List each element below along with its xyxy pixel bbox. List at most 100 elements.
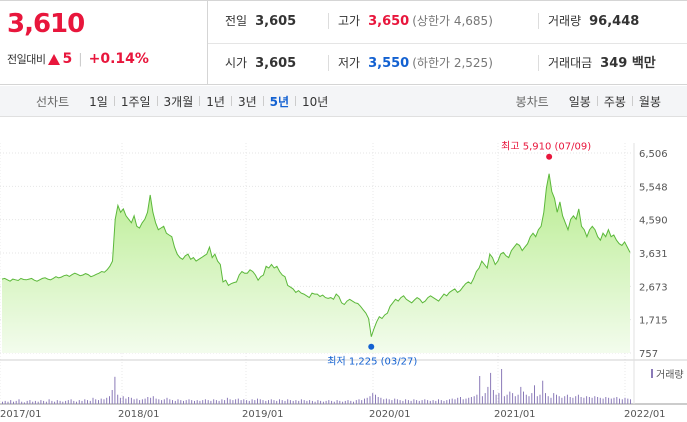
volume-bar	[531, 393, 533, 404]
volume-bar	[619, 398, 620, 404]
amount-label: 거래대금	[548, 56, 593, 70]
period-5y[interactable]: 5년	[269, 94, 290, 109]
volume-bar	[473, 396, 475, 404]
volume-bar	[405, 399, 407, 404]
divider	[230, 96, 232, 106]
volume-bar	[235, 399, 237, 404]
volume-bar	[443, 400, 445, 404]
volume-bar	[185, 400, 187, 404]
volume-bar	[194, 400, 195, 404]
chart-toolbar: 선차트 1일 1주일 3개월 1년 3년 5년 10년 봉차트 일봉 주봉 월봉	[0, 86, 687, 117]
volume-bar	[342, 401, 344, 404]
y-tick-label: 2,673	[639, 282, 668, 293]
period-1y[interactable]: 1년	[206, 94, 225, 109]
volume-bar	[512, 393, 514, 404]
volume-bar	[564, 396, 566, 404]
prev-close: 전일 3,605	[225, 1, 296, 43]
volume-bar	[177, 399, 179, 404]
volume-bar	[580, 397, 582, 404]
volume-bar	[95, 399, 97, 404]
prev-close-label: 전일	[225, 14, 248, 28]
volume-bar	[545, 393, 546, 404]
volume-bar	[226, 397, 228, 404]
candle-weekly[interactable]: 주봉	[603, 94, 626, 109]
max-price-label: 최고 5,910 (07/09)	[501, 141, 591, 153]
current-price: 3,610	[7, 9, 85, 39]
low-value: 3,550	[368, 56, 410, 71]
volume-bar	[158, 399, 160, 404]
period-1d[interactable]: 1일	[89, 94, 108, 109]
prev-close-value: 3,605	[255, 14, 297, 29]
volume-bar	[87, 400, 88, 404]
volume-value: 96,448	[589, 14, 640, 29]
candle-daily[interactable]: 일봉	[568, 94, 591, 109]
volume-bar	[81, 400, 83, 404]
change-row: 전일대비 5 | +0.14%	[7, 51, 149, 67]
volume-bar	[391, 400, 393, 404]
change-value: 5	[62, 51, 73, 67]
volume-bar	[73, 400, 75, 404]
volume-bar	[246, 400, 248, 404]
volume-bar	[369, 396, 371, 404]
volume-bar	[495, 394, 497, 404]
x-tick-label: 2017/01	[0, 409, 42, 420]
y-tick-label: 1,715	[639, 316, 668, 327]
period-3m[interactable]: 3개월	[163, 94, 194, 109]
volume-bar	[336, 400, 338, 404]
quote-row-1: 전일 3,605 고가 3,650 (상한가 4,685) 거래량 96,448	[208, 1, 687, 44]
y-tick-label: 5,548	[639, 182, 668, 193]
volume-bar	[350, 400, 352, 404]
divider	[156, 96, 158, 106]
y-tick-label: 3,631	[639, 249, 668, 260]
volume-bar	[133, 399, 135, 404]
x-tick-label: 2022/01	[624, 409, 666, 420]
volume-bar	[166, 397, 168, 404]
volume-bar	[45, 401, 47, 404]
volume-bar	[117, 394, 119, 404]
volume-bar	[394, 398, 396, 404]
volume-bar	[125, 398, 127, 404]
volume-bar	[196, 400, 198, 404]
period-3y[interactable]: 3년	[237, 94, 257, 109]
price-line	[1, 173, 631, 337]
volume-bar	[413, 399, 415, 404]
volume-bar	[550, 397, 552, 404]
volume-bar	[141, 399, 143, 404]
period-1w[interactable]: 1주일	[120, 94, 151, 109]
volume-bar	[18, 399, 20, 404]
volume-bar	[492, 390, 494, 404]
volume-bar	[498, 393, 500, 404]
price-area	[2, 173, 630, 353]
y-tick-label: 757	[639, 349, 658, 360]
volume-bar	[174, 400, 176, 404]
volume-bar	[130, 397, 132, 404]
volume-bar	[221, 399, 223, 404]
period-10y[interactable]: 10년	[302, 94, 329, 109]
volume-bar	[460, 397, 461, 404]
volume-bar	[438, 399, 439, 404]
volume-bar	[534, 385, 535, 404]
volume-bar	[525, 394, 527, 404]
volume-bar	[451, 398, 453, 404]
volume-bar	[289, 400, 291, 404]
volume-bar	[276, 400, 278, 404]
y-tick-label: 6,506	[639, 149, 668, 160]
volume-bar	[432, 400, 434, 404]
volume-bar	[446, 400, 448, 404]
volume-bar	[449, 399, 450, 404]
volume-bar	[311, 400, 313, 404]
volume-bar	[204, 399, 206, 404]
divider	[328, 13, 329, 29]
volume-bar	[169, 399, 171, 404]
volume-bar	[333, 401, 335, 404]
volume-bar	[106, 397, 108, 404]
x-tick-label: 2019/01	[242, 409, 284, 420]
volume-bar	[506, 394, 508, 404]
volume-bar	[163, 399, 165, 404]
volume-bar	[78, 400, 80, 404]
volume-bar	[300, 399, 302, 404]
candle-monthly[interactable]: 월봉	[638, 94, 661, 109]
volume-bar	[366, 397, 368, 404]
price-chart-svg: 6,506 5,548 4,590 3,631 2,673 1,715 757 2017/0…	[0, 141, 687, 420]
volume-bar	[279, 399, 280, 404]
